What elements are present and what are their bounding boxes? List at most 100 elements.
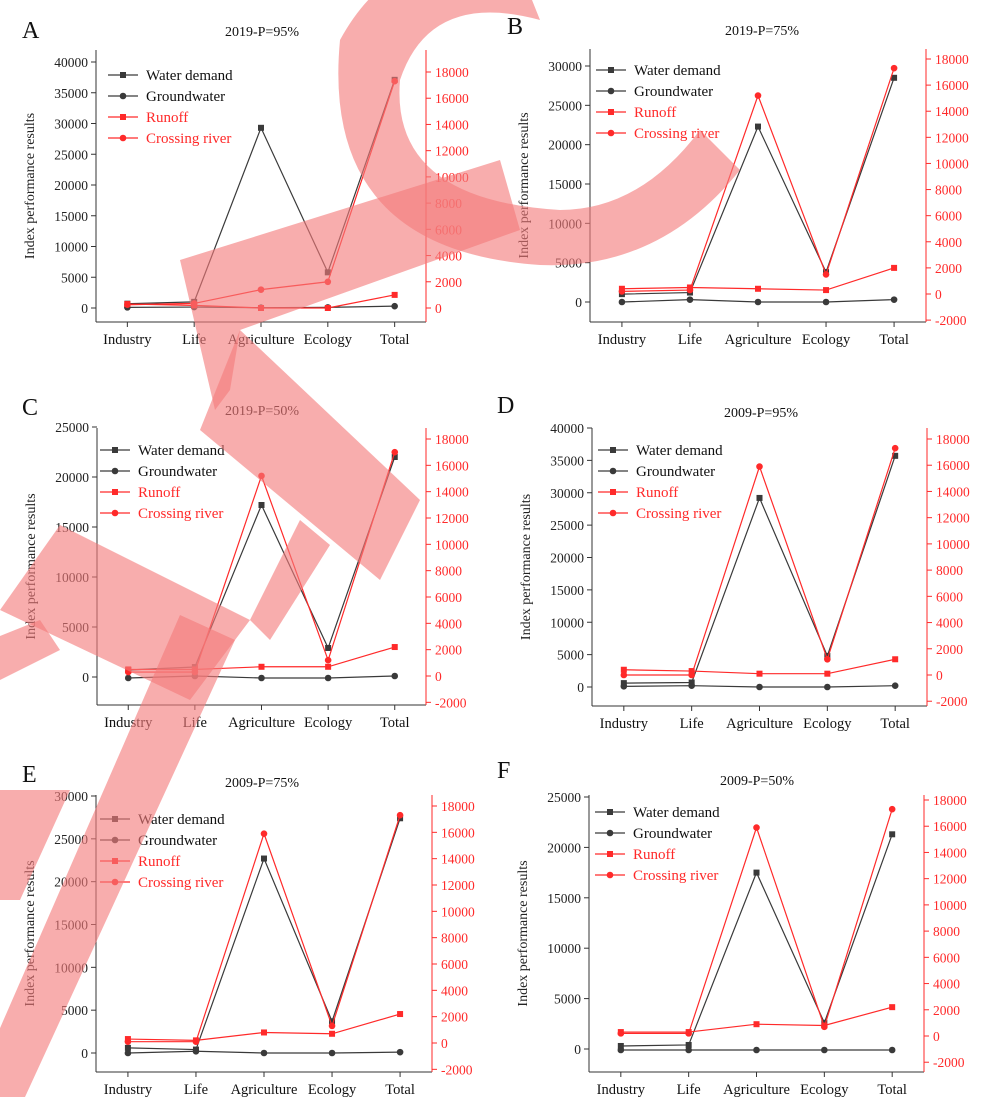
right-tick-label: 16000 (435, 458, 469, 473)
right-tick-label: 12000 (435, 511, 469, 526)
left-tick-label: 5000 (61, 270, 88, 285)
legend-marker (608, 67, 614, 73)
legend-marker (606, 871, 614, 879)
right-tick-label: 8000 (935, 183, 962, 198)
chart-title: 2009-P=95% (724, 406, 798, 421)
data-point (890, 64, 898, 72)
x-tick-label: Life (678, 332, 702, 348)
data-point (686, 286, 694, 294)
panel-letter: A (22, 18, 40, 44)
data-point (618, 298, 626, 306)
left-tick-label: 30000 (550, 486, 584, 501)
data-point (821, 1023, 828, 1031)
data-point (889, 1004, 896, 1011)
left-tick-label: 30000 (548, 59, 582, 74)
left-tick-label: 0 (575, 295, 582, 310)
left-tick-label: 5000 (61, 1003, 88, 1018)
x-tick-label: Total (880, 716, 910, 732)
left-tick-label: 0 (81, 301, 88, 316)
left-tick-label: 35000 (550, 453, 584, 468)
series-runoff (620, 656, 899, 677)
y-axis-label: Index performance results (23, 113, 38, 259)
legend-label: Crossing river (633, 868, 718, 884)
legend-marker (607, 851, 613, 857)
data-point (753, 1021, 760, 1028)
left-tick-label: 15000 (550, 583, 584, 598)
x-tick-label: Total (879, 332, 909, 348)
panel-letter: D (497, 393, 514, 419)
left-tick-label: 15000 (54, 209, 88, 224)
x-tick-label: Industry (103, 332, 152, 348)
legend-marker (119, 92, 127, 100)
left-tick-label: 25000 (548, 98, 582, 113)
legend: Water demand Groundwater Runoff Crossing ri… (100, 443, 225, 522)
right-tick-label: 14000 (933, 845, 967, 860)
data-point (258, 502, 265, 508)
series-groundwater (617, 1046, 896, 1054)
series-water-demand (617, 831, 896, 1049)
legend-marker (120, 72, 126, 78)
data-point (391, 672, 399, 680)
right-tick-label: 12000 (935, 130, 969, 145)
series-runoff (617, 1004, 896, 1036)
legend-label: Runoff (634, 105, 676, 121)
right-tick-label: 10000 (435, 537, 469, 552)
data-point (617, 1030, 625, 1037)
x-tick-label: Ecology (803, 716, 852, 732)
legend-label: Crossing river (636, 506, 721, 522)
data-point (685, 1046, 692, 1054)
legend-label: Crossing river (138, 506, 223, 522)
right-tick-label: -2000 (435, 695, 467, 710)
data-point (685, 1030, 692, 1037)
legend-marker (610, 489, 616, 495)
legend-label: Groundwater (138, 464, 217, 480)
right-tick-label: 6000 (435, 590, 462, 605)
left-tick-label: 5000 (554, 992, 581, 1007)
x-tick-label: Industry (104, 1082, 153, 1097)
data-point (258, 124, 264, 131)
watermark (0, 0, 740, 1097)
right-tick-label: 6000 (933, 950, 960, 965)
right-tick-label: 8000 (933, 924, 960, 939)
data-point (124, 1044, 131, 1051)
left-tick-label: 25000 (55, 420, 89, 435)
legend-label: Groundwater (634, 84, 713, 100)
data-point (620, 671, 628, 679)
legend: Water demand Groundwater Runoff Crossing ri… (598, 443, 723, 522)
right-tick-label: -2000 (441, 1062, 473, 1077)
right-tick-label: 16000 (936, 458, 970, 473)
data-point (753, 869, 760, 876)
x-tick-label: Life (677, 1082, 701, 1097)
data-point (824, 655, 831, 663)
panel-letter: F (497, 758, 510, 784)
left-tick-label: 15000 (548, 177, 582, 192)
legend-label: Runoff (633, 847, 675, 863)
legend-marker (111, 467, 119, 475)
left-tick-label: 10000 (54, 240, 88, 255)
left-tick-label: 15000 (547, 891, 581, 906)
x-tick-label: Ecology (308, 1082, 357, 1097)
data-point (821, 1046, 828, 1054)
left-tick-label: 30000 (54, 117, 88, 132)
x-tick-label: Agriculture (726, 716, 793, 732)
right-tick-label: 12000 (936, 511, 970, 526)
right-tick-label: 0 (933, 1029, 940, 1044)
left-tick-label: 25000 (54, 832, 88, 847)
x-tick-label: Total (380, 715, 410, 731)
series-line (623, 447, 896, 676)
left-tick-label: 20000 (547, 840, 581, 855)
series-crossing-river (618, 64, 898, 295)
panel-letter: C (22, 395, 38, 421)
chart-title: 2019-P=95% (225, 25, 299, 40)
data-point (824, 683, 831, 691)
series-crossing-river (620, 444, 899, 679)
legend: Water demand Groundwater Runoff Crossing ri… (595, 805, 720, 884)
right-tick-label: 18000 (441, 799, 475, 814)
series-line (127, 818, 401, 1051)
x-tick-label: Agriculture (228, 715, 295, 731)
x-tick-label: Ecology (304, 715, 353, 731)
left-tick-label: 0 (577, 680, 584, 695)
series-line (127, 1013, 401, 1041)
right-tick-label: 16000 (435, 91, 469, 106)
chart-title: 2009-P=75% (225, 776, 299, 791)
